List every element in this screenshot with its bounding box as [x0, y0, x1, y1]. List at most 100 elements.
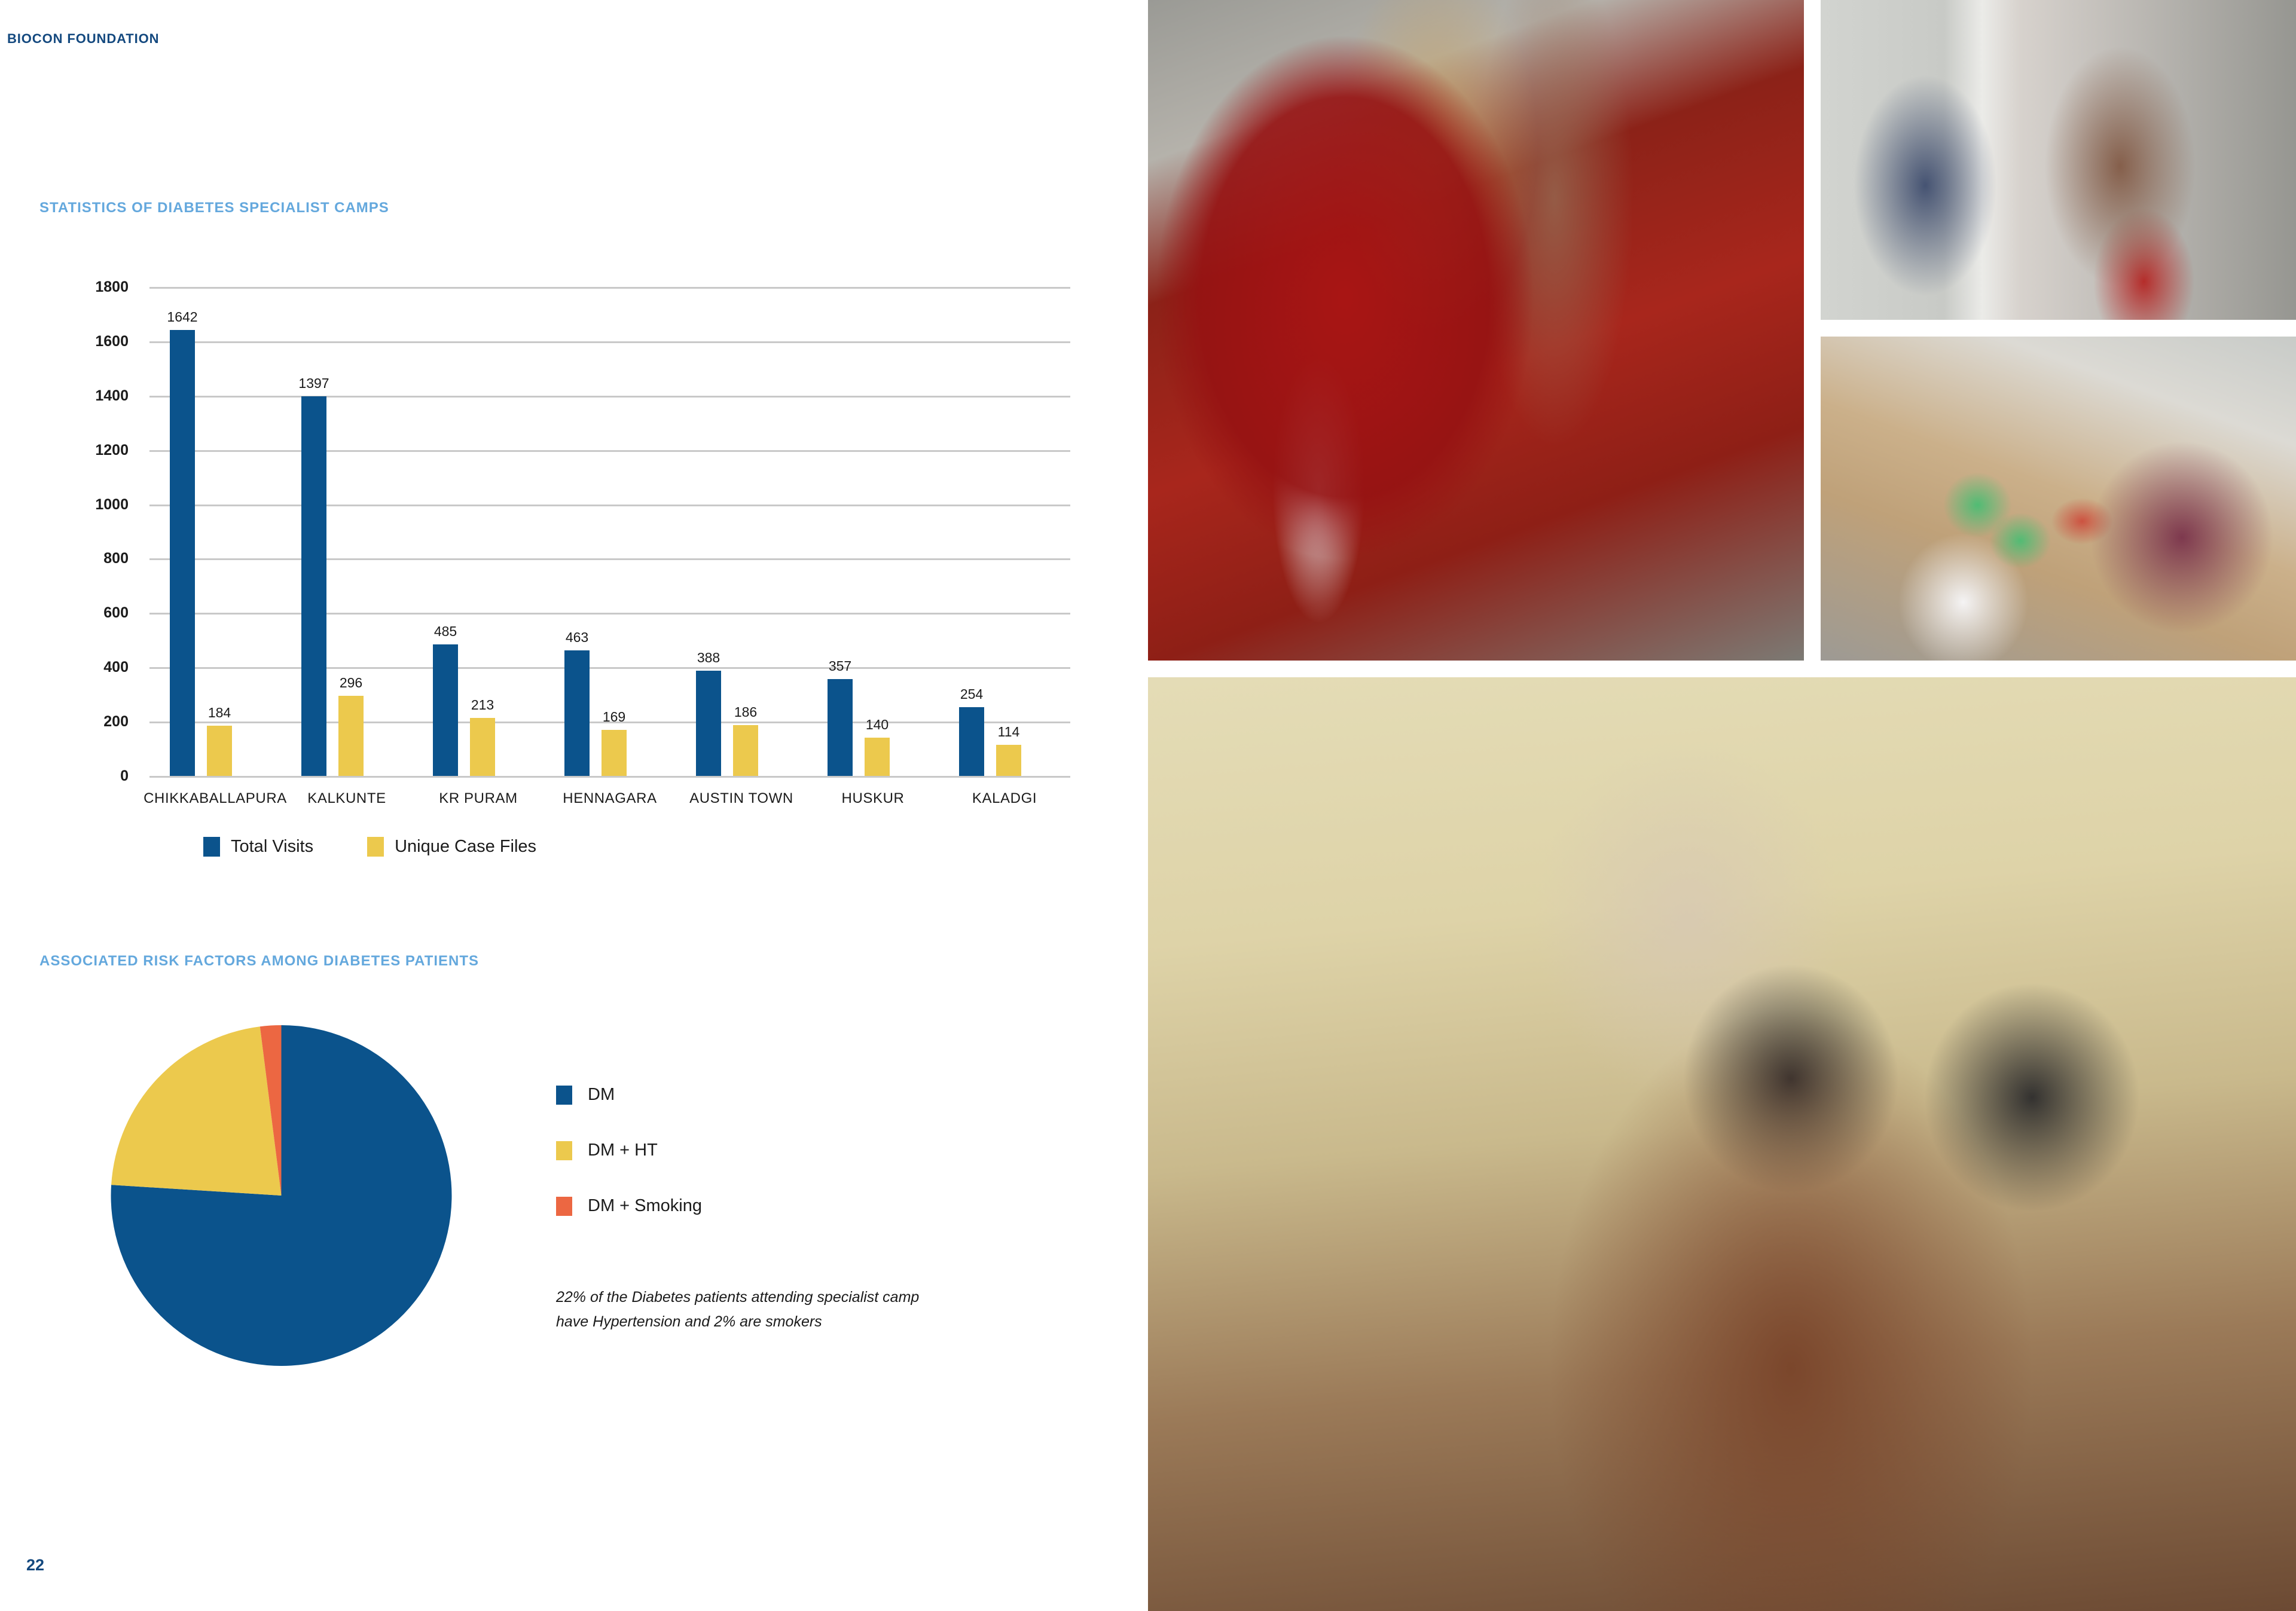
photo-medication-dispensing-image	[1821, 337, 2296, 661]
bar-unique-case-files[interactable]	[338, 695, 364, 776]
bar-unique-case-files[interactable]	[207, 726, 232, 776]
legend-swatch-blue-icon	[203, 837, 220, 857]
pie-slice-dm-ht[interactable]	[111, 1026, 282, 1196]
bar-group: 254 114 KALADGI	[939, 287, 1070, 806]
photo-eye-examination-image	[1148, 677, 2296, 1611]
bar-total-visits[interactable]	[301, 396, 326, 776]
photo-medication-dispensing-counter	[1821, 337, 2296, 661]
y-axis-tick-label: 1000	[95, 496, 129, 513]
bar-value-label: 296	[339, 674, 363, 690]
bar-group: 463 169 HENNAGARA	[544, 287, 676, 806]
pie-chart-note: 22% of the Diabetes patients attending s…	[556, 1285, 975, 1334]
bar-value-label: 254	[960, 686, 984, 702]
pie-note-line-1: 22% of the Diabetes patients attending s…	[556, 1289, 920, 1306]
bar-unique-case-files[interactable]	[865, 738, 890, 776]
left-page-panel: BIOCON FOUNDATION STATISTICS OF DIABETES…	[7, 31, 1076, 1574]
bar-value-label: 485	[433, 623, 457, 639]
gridline	[149, 722, 1070, 724]
x-axis-category-label: KR PURAM	[439, 790, 518, 806]
y-axis-tick-label: 0	[120, 768, 129, 784]
pie-chart-svg	[111, 1025, 452, 1366]
bar-unique-case-files[interactable]	[996, 745, 1021, 776]
legend-swatch-yellow-icon	[367, 837, 384, 857]
bar-value-label: 213	[471, 697, 494, 713]
x-axis-category-label: HUSKUR	[841, 790, 905, 806]
photo-eye-examination-trial-frame	[1148, 677, 2296, 1611]
bar-unique-case-files[interactable]	[733, 725, 758, 776]
y-axis-tick-label: 800	[103, 550, 129, 567]
bar-chart-plot-area: 1800 1600 1400 1200 1000 800 600 400 200 0 1642 18…	[95, 279, 1070, 806]
bar-group: 485 213 KR PURAM	[413, 287, 544, 806]
gridline	[149, 613, 1070, 615]
bar-total-visits[interactable]	[696, 670, 721, 776]
bar-chart: 1800 1600 1400 1200 1000 800 600 400 200 0 1642 18…	[36, 251, 1076, 849]
bar-value-label: 184	[207, 705, 231, 721]
legend-label-dm-smoking: DM + Smoking	[588, 1196, 702, 1215]
bar-value-label: 1397	[298, 375, 329, 392]
legend-item-dm[interactable]: DM	[556, 1085, 702, 1105]
bar-unique-case-files[interactable]	[470, 718, 495, 776]
gridline	[149, 504, 1070, 506]
bar-value-label: 140	[865, 717, 889, 733]
y-axis-tick-label: 1800	[95, 279, 129, 295]
legend-item-dm-smoking[interactable]: DM + Smoking	[556, 1196, 702, 1216]
legend-swatch-dm-ht-icon	[556, 1141, 572, 1160]
bar-total-visits[interactable]	[433, 644, 458, 776]
photo-grid-panel	[1148, 0, 2296, 1611]
brand-label: BIOCON FOUNDATION	[7, 31, 160, 46]
bar-value-label: 463	[565, 629, 589, 645]
bar-value-label: 388	[697, 649, 720, 665]
bar-value-label: 169	[602, 709, 626, 725]
legend-label-dm: DM	[588, 1085, 615, 1104]
x-axis-category-label: CHIKKABALLAPURA	[144, 790, 287, 806]
legend-label-total-visits: Total Visits	[231, 837, 314, 856]
y-axis-tick-label: 600	[103, 604, 129, 622]
pie-chart	[106, 1025, 456, 1366]
bar-chart-heading: STATISTICS OF DIABETES SPECIALIST CAMPS	[39, 200, 389, 216]
gridline	[149, 776, 1070, 778]
gridline	[149, 395, 1070, 398]
legend-swatch-dm-icon	[556, 1085, 572, 1105]
photo-height-measurement-stadiometer	[1821, 0, 2296, 320]
legend-item-unique-case-files[interactable]: Unique Case Files	[367, 837, 536, 857]
bar-group: 357 140 HUSKUR	[807, 287, 939, 806]
gridline	[149, 667, 1070, 670]
bar-total-visits[interactable]	[959, 707, 984, 776]
gridline	[149, 287, 1070, 289]
bar-group: 1397 296 KALKUNTE	[281, 287, 413, 806]
pie-note-line-2: have Hypertension and 2% are smokers	[556, 1313, 822, 1330]
bar-value-label: 357	[828, 658, 852, 674]
bar-total-visits[interactable]	[564, 650, 590, 776]
gridline	[149, 558, 1070, 561]
gridline	[149, 341, 1070, 343]
photo-height-measurement-image	[1821, 0, 2296, 320]
gridline	[149, 450, 1070, 452]
x-axis-category-label: KALKUNTE	[307, 790, 386, 806]
y-axis-tick-label: 1200	[95, 441, 129, 458]
x-axis-category-label: HENNAGARA	[563, 790, 657, 806]
bar-unique-case-files[interactable]	[602, 730, 627, 776]
photo-blood-pressure-image	[1148, 0, 1804, 661]
bar-group: 388 186 AUSTIN TOWN	[676, 287, 807, 806]
bar-value-label: 114	[997, 724, 1020, 740]
bar-group: 1642 184 CHIKKABALLAPURA	[144, 287, 286, 806]
y-axis-tick-label: 1400	[95, 387, 129, 404]
pie-chart-legend: DM DM + HT DM + Smoking	[556, 1085, 702, 1252]
bar-value-label: 1642	[167, 308, 198, 325]
pie-slice-group	[111, 1025, 452, 1366]
pie-chart-heading: ASSOCIATED RISK FACTORS AMONG DIABETES P…	[39, 953, 480, 969]
legend-label-unique-case-files: Unique Case Files	[395, 837, 537, 856]
x-axis-category-label: AUSTIN TOWN	[689, 790, 793, 806]
pie-slice-dm-smoking[interactable]	[259, 1025, 282, 1196]
bar-value-label: 186	[734, 704, 758, 720]
legend-swatch-dm-smoking-icon	[556, 1196, 572, 1216]
photo-blood-pressure-measurement	[1148, 0, 1804, 661]
bar-total-visits[interactable]	[170, 329, 195, 776]
y-axis-tick-label: 400	[103, 659, 129, 676]
x-axis-category-label: KALADGI	[972, 790, 1037, 806]
bar-chart-legend: Total Visits Unique Case Files	[203, 837, 536, 857]
legend-item-total-visits[interactable]: Total Visits	[203, 837, 313, 857]
y-axis-tick-label: 1600	[95, 332, 129, 350]
bar-total-visits[interactable]	[828, 678, 853, 776]
legend-item-dm-ht[interactable]: DM + HT	[556, 1141, 702, 1160]
